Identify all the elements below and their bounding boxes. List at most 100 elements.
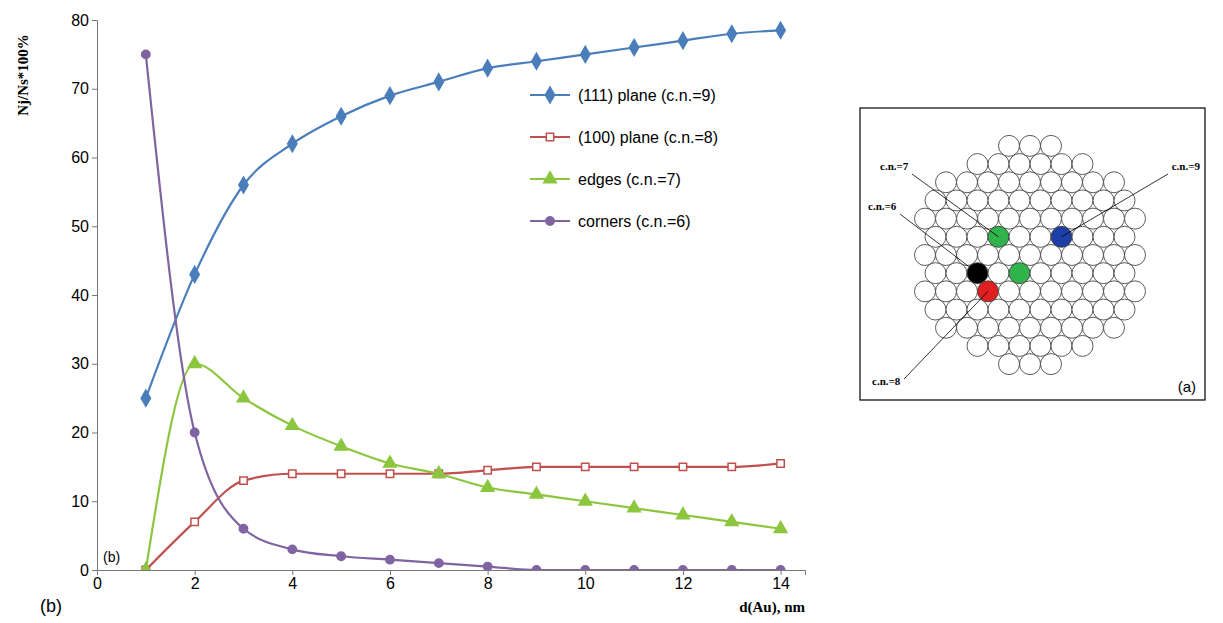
series-line	[146, 54, 781, 570]
atom	[1051, 299, 1072, 320]
x-tick-label: 8	[484, 575, 493, 592]
panel-label: (b)	[103, 549, 120, 565]
marker	[484, 467, 491, 474]
y-tick-label: 80	[71, 12, 89, 29]
y-tick: 20	[71, 424, 97, 441]
atom	[999, 281, 1020, 302]
marker	[141, 390, 150, 406]
marker	[239, 525, 247, 533]
y-tick-label: 0	[80, 562, 89, 579]
inset-frame	[860, 108, 1205, 400]
marker	[679, 566, 687, 570]
leader-line	[912, 174, 999, 237]
x-tick: 0	[93, 570, 102, 592]
marker	[679, 463, 686, 470]
atom	[1020, 245, 1041, 266]
atom	[915, 208, 936, 229]
y-axis-title: Nj/Ns*100%	[15, 34, 31, 116]
y-tick-mark	[92, 20, 97, 21]
atom	[999, 317, 1020, 338]
atom	[988, 263, 1009, 284]
x-tick: 12	[675, 570, 693, 592]
y-axis: 01020304050607080	[71, 12, 97, 579]
atom	[967, 190, 988, 211]
y-tick-label: 10	[71, 493, 89, 510]
x-tick-mark	[683, 570, 684, 575]
atom	[1041, 317, 1062, 338]
marker	[630, 566, 638, 570]
atom	[1072, 263, 1093, 284]
atom	[1062, 317, 1083, 338]
atom	[988, 154, 1009, 175]
marker	[237, 391, 250, 402]
x-tick-mark	[781, 570, 782, 575]
atom	[946, 190, 967, 211]
marker	[483, 60, 492, 76]
leader-line	[1062, 174, 1169, 237]
atom	[1030, 154, 1051, 175]
marker	[337, 552, 345, 560]
atom	[1041, 172, 1062, 193]
marker	[579, 494, 592, 505]
marker	[776, 22, 785, 38]
atom	[999, 245, 1020, 266]
marker	[239, 177, 248, 193]
y-tick: 0	[80, 562, 97, 579]
marker	[533, 463, 540, 470]
marker	[335, 439, 348, 450]
marker	[286, 418, 299, 429]
x-axis-title: d(Au), nm	[739, 599, 805, 616]
legend-label: corners (c.n.=6)	[578, 213, 690, 230]
marker	[191, 518, 198, 525]
x-tick-mark	[585, 570, 586, 575]
atom	[936, 281, 957, 302]
atom	[1009, 263, 1030, 284]
atom	[1072, 190, 1093, 211]
y-tick-label: 20	[71, 424, 89, 441]
legend: (111) plane (c.n.=9)(100) plane (c.n.=8)…	[530, 87, 718, 230]
figure: 0246810121401020304050607080d(Au), nmNj/…	[0, 0, 1223, 623]
y-tick: 10	[71, 493, 97, 510]
atom	[936, 208, 957, 229]
atom	[978, 317, 999, 338]
panel-label: (b)	[40, 596, 62, 616]
y-tick: 80	[71, 12, 97, 29]
atom	[999, 135, 1020, 156]
leader-line	[904, 291, 988, 379]
legend-marker	[545, 87, 554, 103]
x-tick-label: 6	[386, 575, 395, 592]
plot-area	[139, 22, 786, 570]
atom	[1072, 226, 1093, 247]
legend-marker	[544, 172, 557, 183]
atom	[1114, 299, 1135, 320]
x-tick: 8	[484, 570, 493, 592]
x-tick: 14	[772, 570, 790, 592]
atom	[1020, 208, 1041, 229]
atom	[1009, 299, 1030, 320]
y-tick-label: 70	[71, 80, 89, 97]
x-tick: 2	[191, 570, 200, 592]
atom	[967, 226, 988, 247]
atom	[978, 172, 999, 193]
inset-label: c.n.=7	[880, 160, 909, 172]
marker	[677, 508, 690, 519]
atom	[1062, 245, 1083, 266]
x-tick-mark	[488, 570, 489, 575]
marker	[240, 477, 247, 484]
x-tick-label: 14	[772, 575, 790, 592]
marker	[481, 480, 494, 491]
atom	[1104, 172, 1125, 193]
atom	[1041, 245, 1062, 266]
atom	[1083, 281, 1104, 302]
marker	[725, 515, 738, 526]
y-tick: 50	[71, 218, 97, 235]
atom	[1030, 263, 1051, 284]
marker	[532, 53, 541, 69]
atom	[1083, 317, 1104, 338]
legend-label: edges (c.n.=7)	[578, 171, 681, 188]
legend-label: (111) plane (c.n.=9)	[578, 87, 716, 104]
atom	[925, 226, 946, 247]
atom	[925, 263, 946, 284]
atom	[957, 281, 978, 302]
atom	[915, 245, 936, 266]
